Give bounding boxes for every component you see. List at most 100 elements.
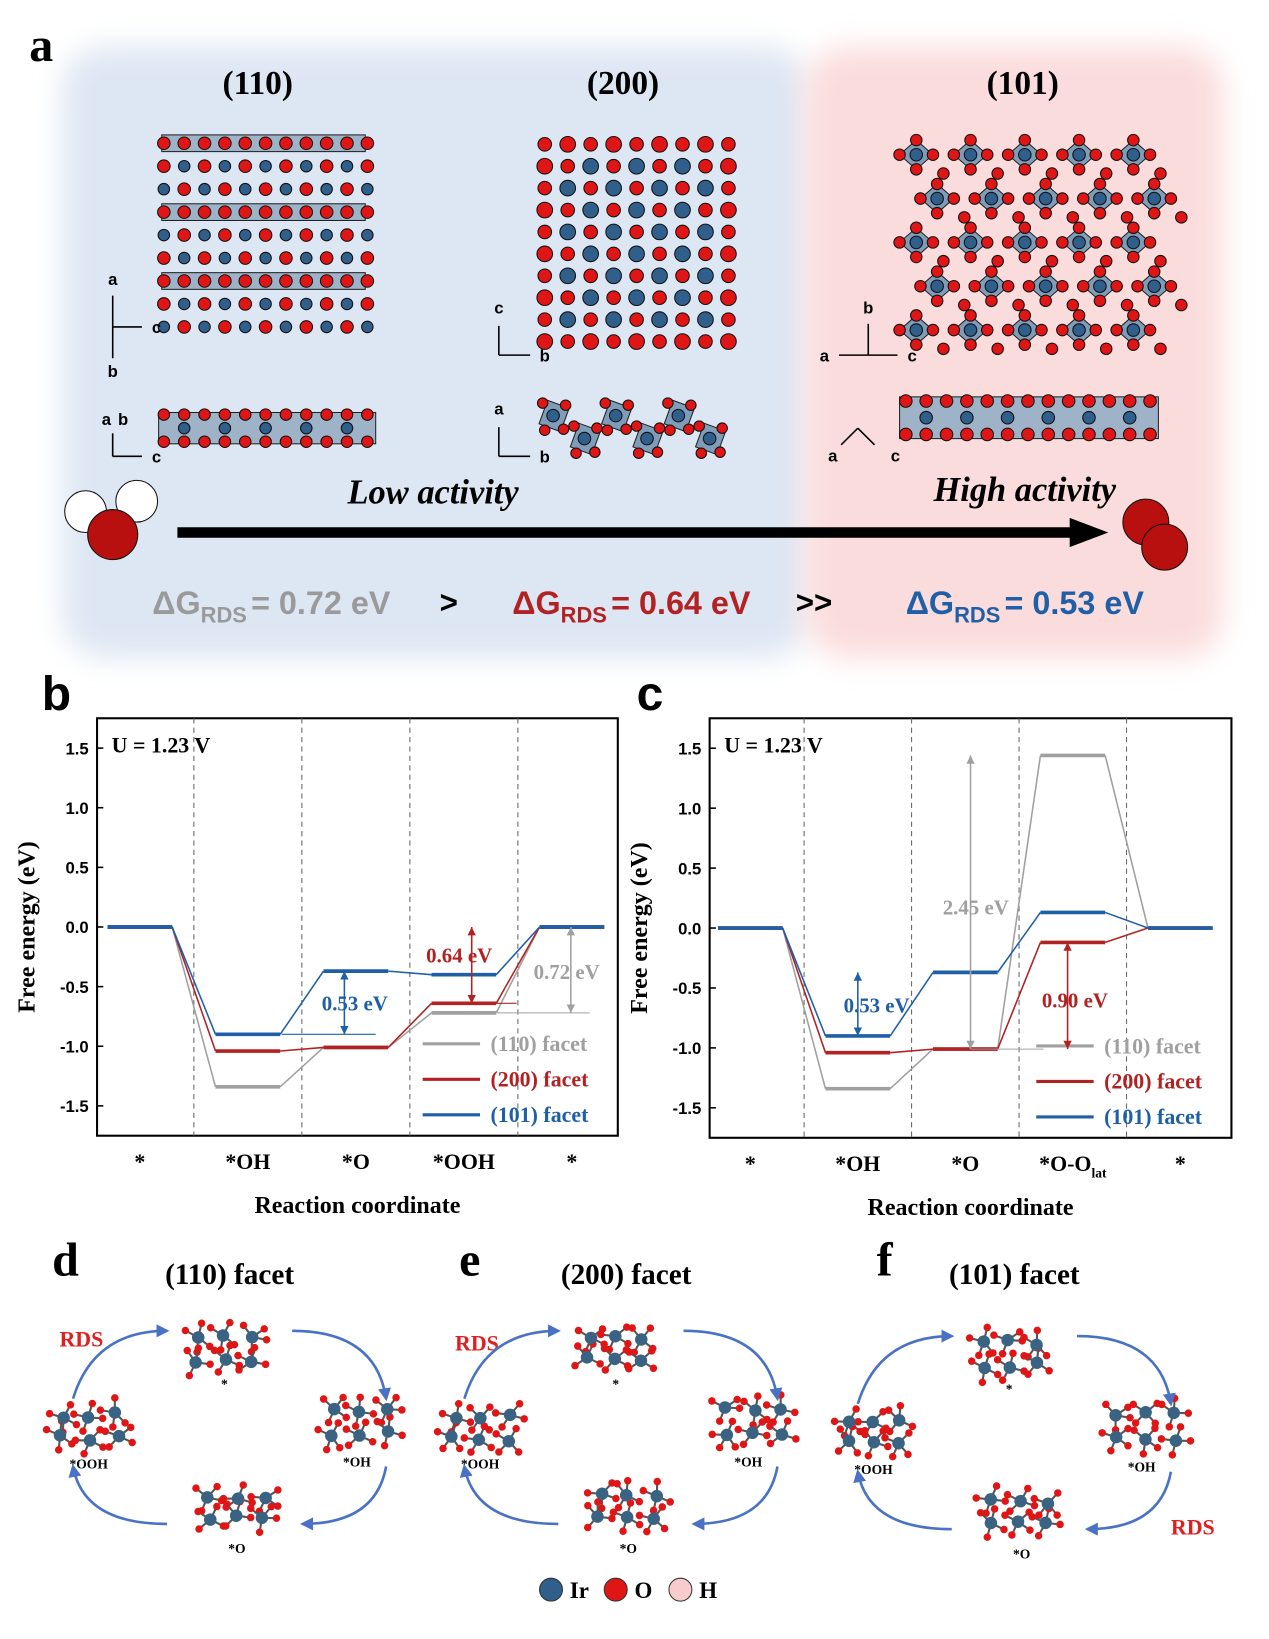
atom bbox=[258, 320, 273, 334]
atom bbox=[899, 427, 913, 442]
atom bbox=[674, 333, 691, 350]
atom bbox=[536, 333, 554, 350]
axis-label: a bbox=[820, 346, 830, 365]
o-atom bbox=[99, 1443, 107, 1451]
atom bbox=[651, 135, 668, 153]
atom bbox=[1143, 394, 1157, 408]
o-atom bbox=[967, 1357, 976, 1365]
atom bbox=[1039, 265, 1052, 278]
atom bbox=[1131, 279, 1144, 293]
y-tick-label: 0.0 bbox=[678, 919, 701, 938]
atom bbox=[985, 265, 998, 278]
o-atom bbox=[398, 1406, 406, 1414]
ir-atom bbox=[229, 1509, 243, 1522]
o-atom bbox=[1124, 1424, 1132, 1433]
atom bbox=[1056, 192, 1069, 205]
state-label: * bbox=[1006, 1381, 1013, 1396]
atom bbox=[1021, 394, 1035, 408]
o-atom bbox=[322, 1445, 331, 1454]
cycle-arrow bbox=[68, 1463, 167, 1526]
atom bbox=[198, 320, 211, 334]
atom bbox=[697, 311, 714, 328]
o-atom bbox=[612, 1494, 620, 1503]
o-atom bbox=[194, 1507, 202, 1516]
o-atom bbox=[339, 1393, 347, 1402]
atom bbox=[279, 408, 293, 421]
atom bbox=[629, 224, 644, 240]
atom bbox=[238, 205, 253, 219]
o-atom bbox=[66, 1401, 75, 1409]
atom bbox=[1099, 167, 1113, 180]
atom bbox=[1076, 192, 1090, 205]
atom bbox=[300, 435, 313, 448]
o-atom bbox=[646, 1324, 655, 1332]
o-atom bbox=[342, 1401, 350, 1410]
connector bbox=[781, 927, 827, 1037]
atom bbox=[651, 311, 668, 328]
arrowhead bbox=[566, 926, 576, 936]
atom bbox=[320, 182, 333, 196]
delta-g: ΔGRDS = 0.53 eV bbox=[906, 585, 1145, 627]
o-atom bbox=[109, 1423, 117, 1431]
atom bbox=[893, 148, 906, 161]
atom bbox=[697, 179, 714, 197]
atom bbox=[238, 136, 253, 151]
atom bbox=[1120, 211, 1134, 224]
o-atom bbox=[1024, 1370, 1032, 1378]
atom bbox=[197, 205, 212, 219]
atom bbox=[1147, 279, 1161, 294]
cycle-arrow bbox=[691, 1466, 779, 1531]
o-atom bbox=[762, 1401, 771, 1409]
ir-atom bbox=[327, 1402, 341, 1416]
o-atom bbox=[613, 1480, 621, 1488]
atom bbox=[320, 228, 333, 242]
o-atom bbox=[70, 1410, 78, 1418]
atom bbox=[537, 268, 553, 284]
o-atom bbox=[884, 1406, 893, 1414]
atom bbox=[1110, 236, 1123, 249]
atom bbox=[218, 159, 232, 173]
y-tick-label: -1.5 bbox=[673, 1099, 702, 1118]
o-atom bbox=[342, 1413, 351, 1422]
atom bbox=[984, 191, 999, 206]
atom bbox=[279, 435, 293, 448]
atom bbox=[1120, 298, 1134, 312]
delta-g-value: = 0.72 eV bbox=[251, 585, 391, 621]
atom bbox=[536, 157, 554, 175]
cycle-arrow bbox=[856, 1329, 955, 1405]
atom bbox=[910, 133, 923, 147]
atom bbox=[299, 320, 314, 334]
atom bbox=[991, 254, 1004, 268]
ir-atom bbox=[647, 1512, 660, 1526]
axis-label: c bbox=[494, 298, 503, 317]
atom bbox=[964, 133, 977, 147]
connector bbox=[781, 927, 827, 1089]
atom bbox=[1093, 265, 1107, 278]
atom bbox=[560, 158, 576, 174]
atom bbox=[177, 136, 191, 151]
atom bbox=[238, 228, 252, 242]
o-atom bbox=[491, 1409, 500, 1417]
category-text: *O bbox=[342, 1149, 370, 1174]
atom bbox=[693, 420, 705, 432]
cycle-arrow bbox=[1084, 1471, 1173, 1536]
ir-atom bbox=[634, 1354, 648, 1367]
panel-label: a bbox=[29, 19, 53, 72]
o-atom bbox=[596, 1360, 604, 1368]
atom bbox=[606, 158, 621, 174]
o-atom bbox=[105, 1443, 113, 1451]
o-atom bbox=[439, 1444, 447, 1453]
o-atom bbox=[896, 1401, 905, 1410]
atom bbox=[238, 297, 253, 311]
atom bbox=[1147, 265, 1161, 278]
atom bbox=[653, 422, 666, 434]
o-atom bbox=[454, 1400, 463, 1408]
o-atom bbox=[486, 1403, 494, 1411]
atom bbox=[1110, 148, 1123, 161]
atom bbox=[258, 205, 273, 219]
atom bbox=[698, 202, 713, 218]
atom bbox=[238, 274, 253, 288]
delta-g: ΔGRDS = 0.72 eV bbox=[152, 585, 391, 627]
atom bbox=[629, 180, 644, 196]
o-atom bbox=[487, 1443, 495, 1452]
